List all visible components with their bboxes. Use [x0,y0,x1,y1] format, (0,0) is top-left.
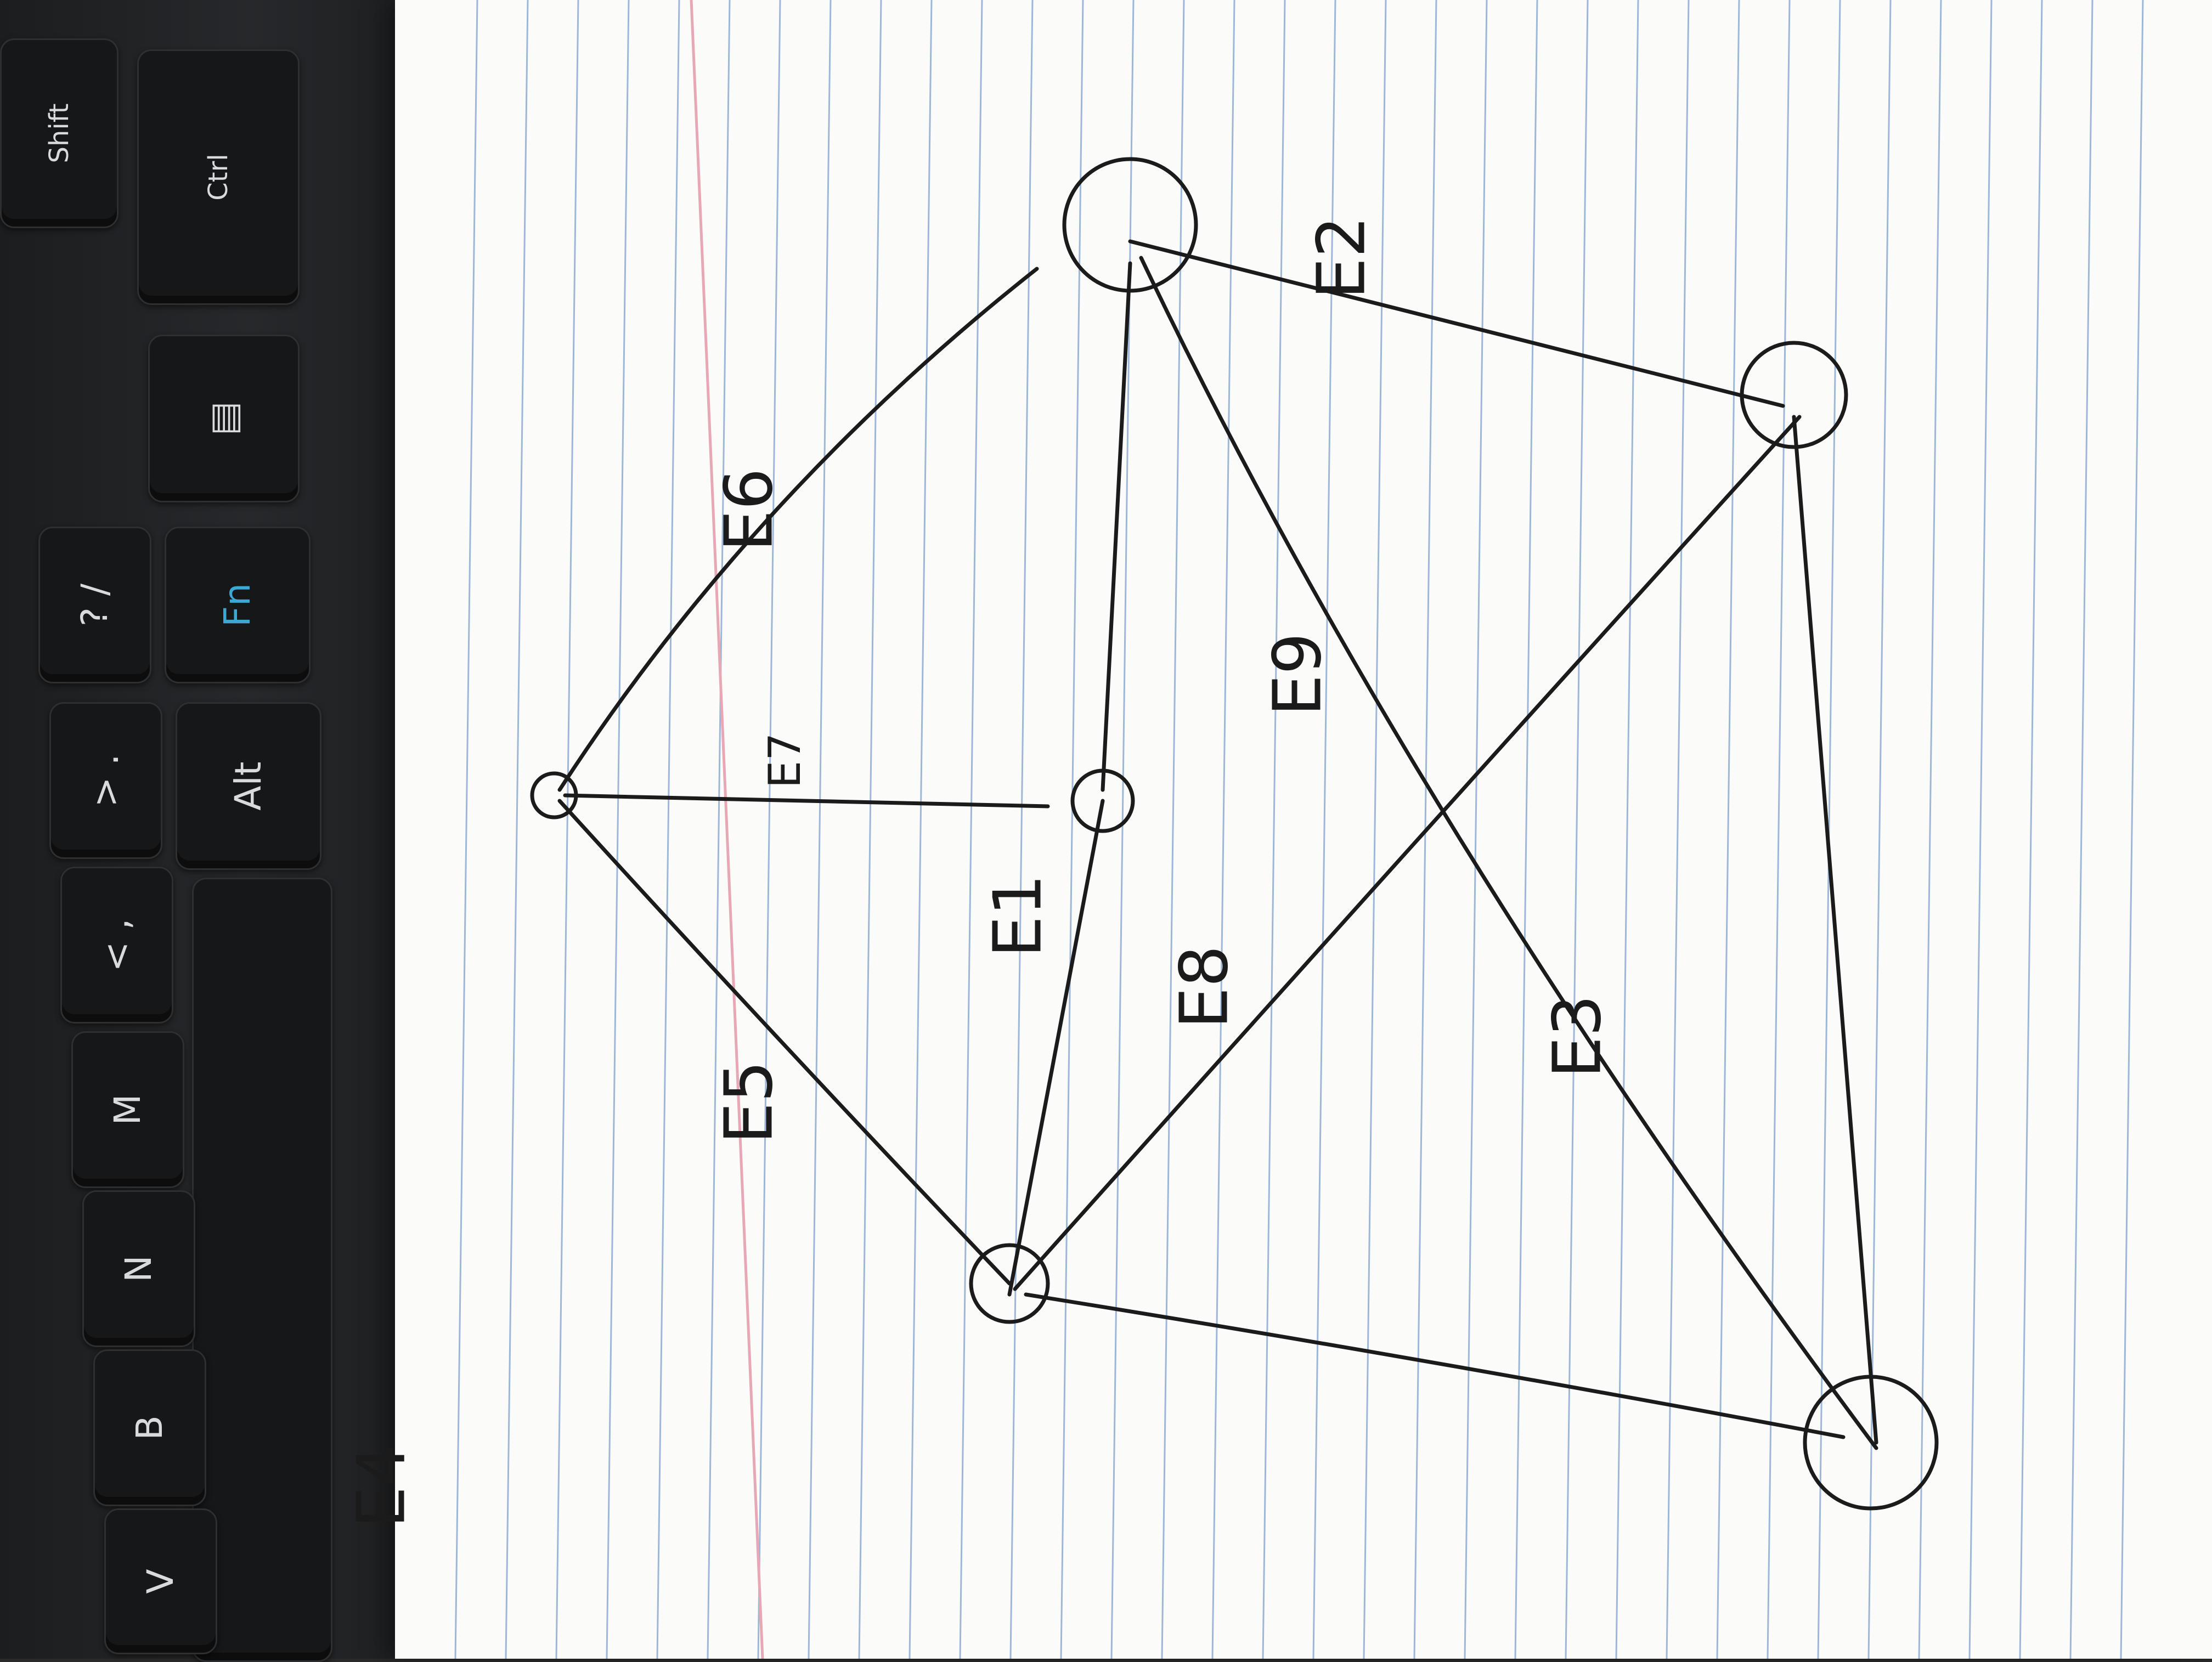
ruled-line [555,0,579,1659]
ruled-line [1060,0,1084,1659]
b-key-label: B [128,1415,171,1440]
ruled-line [505,0,529,1659]
ruled-line [808,0,832,1659]
label-e2: E2 [1304,216,1380,299]
b-key[interactable]: B [93,1349,206,1506]
ruled-line [1009,0,1034,1659]
vertex-center [1070,768,1135,833]
vertex-left [530,771,578,819]
ruled-line [1363,0,1387,1659]
edge-e3 [1792,415,1878,1445]
ruled-line [1817,0,1841,1659]
v-key-label: V [139,1569,182,1594]
ruled-line [858,0,882,1659]
ruled-line [1514,0,1538,1659]
edge-e2 [1128,239,1785,408]
fn-key-label: Fn [216,583,258,627]
shift-key-label: Shift [44,103,75,163]
margin-line [690,0,764,1659]
ruled-line [2069,0,2094,1659]
label-e6: E6 [711,468,788,552]
shift-key[interactable]: Shift [0,38,119,228]
alt-key[interactable]: Alt [176,702,321,870]
ruled-line [656,0,680,1659]
ruled-line [1312,0,1336,1659]
lined-paper: E1 E2 E3 E4 E5 E6 E7 E8 E9 [344,0,2212,1659]
edge-e1-upper [1101,261,1132,792]
ruled-line [1211,0,1235,1659]
ruled-line [1464,0,1488,1659]
ruled-line [707,0,731,1659]
label-e7: E7 [759,732,811,789]
ruled-line [1767,0,1791,1659]
ruled-line [757,0,781,1659]
vertex-bottom-left [969,1243,1050,1324]
menu-key-label: ▤ [202,401,245,436]
m-key[interactable]: M [71,1031,184,1188]
greater-period-key[interactable]: > . [49,702,162,859]
question-slash-key-label: ? / [74,583,116,627]
n-key-label: N [117,1255,160,1282]
keyboard: Shift Ctrl ▤ ? / Fn > . Alt < , M N B V [0,0,417,1662]
label-e1: E1 [980,874,1057,958]
ruled-line [1716,0,1740,1659]
ruled-line [1161,0,1185,1659]
alt-key-label: Alt [227,761,269,811]
vertex-top [1062,157,1198,293]
ctrl-key-label: Ctrl [203,154,234,201]
ruled-line [1666,0,1690,1659]
less-comma-key-label: < , [95,918,138,972]
ctrl-key[interactable]: Ctrl [137,49,300,305]
label-e5: E5 [711,1060,788,1144]
question-slash-key[interactable]: ? / [38,527,151,683]
ruled-line [1565,0,1589,1659]
ruled-lines [454,0,2144,1659]
n-key[interactable]: N [82,1190,195,1347]
ruled-line [2120,0,2144,1659]
v-key[interactable]: V [104,1508,217,1654]
graph-drawing [454,0,2144,1659]
label-e3: E3 [1539,994,1616,1078]
m-key-label: M [106,1094,149,1126]
label-e8: E8 [1166,945,1243,1029]
vertex-bottom-right [1803,1375,1939,1511]
greater-period-key-label: > . [84,754,127,807]
ruled-line [454,0,478,1659]
less-comma-key[interactable]: < , [60,867,173,1024]
label-e9: E9 [1260,632,1336,716]
vertex-right [1740,341,1848,449]
ruled-line [2019,0,2043,1659]
edge-e7 [563,793,1050,809]
edge-e8 [1013,415,1802,1291]
ruled-line [959,0,983,1659]
ruled-line [1918,0,1942,1659]
edge-e9 [1139,256,1878,1450]
ruled-line [606,0,630,1659]
ruled-line [1262,0,1286,1659]
edge-e4 [1024,1292,1846,1439]
edge-e5 [557,799,1012,1286]
fn-key[interactable]: Fn [165,527,311,683]
ruled-line [909,0,933,1659]
label-e4: E4 [343,1444,420,1528]
ruled-line [1968,0,1993,1659]
ruled-line [1615,0,1639,1659]
edge-e1 [1007,799,1105,1297]
menu-key[interactable]: ▤ [148,335,300,502]
edge-e6 [557,267,1039,792]
